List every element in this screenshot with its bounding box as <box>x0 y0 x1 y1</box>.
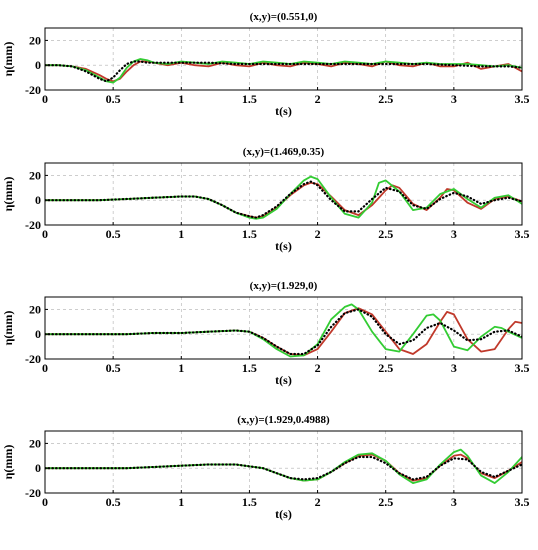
panel-4: (x,y)=(1.929,0.4988)0 0.5 1 1.5 2 2.5 3 3.5200-… <box>1 414 530 521</box>
series-line-3 <box>45 60 522 83</box>
y-axis-label: η(mm) <box>1 445 15 480</box>
x-axis-label: t(s) <box>275 373 292 387</box>
x-axis-label: t(s) <box>275 104 292 118</box>
x-tick-label: 3 <box>451 361 457 375</box>
y-tick-label: -20 <box>25 352 41 366</box>
x-tick-label: 3.5 <box>515 495 530 509</box>
x-tick-label: 1.5 <box>242 92 257 106</box>
y-tick-label: -20 <box>25 218 41 232</box>
y-axis-label: η(mm) <box>1 42 15 77</box>
x-tick-label: 2.5 <box>378 495 393 509</box>
x-tick-label: 2.5 <box>378 92 393 106</box>
x-tick-label: 1 <box>178 92 184 106</box>
y-axis-label: η(mm) <box>1 177 15 212</box>
x-tick-label: 2.5 <box>378 227 393 241</box>
y-tick-label: 0 <box>35 193 41 207</box>
y-tick-label: 0 <box>35 58 41 72</box>
x-tick-label: 1 <box>178 361 184 375</box>
y-tick-label: 20 <box>29 168 41 182</box>
panel-2: (x,y)=(1.469,0.35)0 0.5 1 1.5 2 2.5 3 3.5200-20… <box>1 146 530 253</box>
series-line-3 <box>45 180 522 219</box>
series-line-2 <box>45 58 522 84</box>
y-tick-label: 0 <box>35 327 41 341</box>
x-tick-label: 2 <box>315 92 321 106</box>
y-tick-label: 20 <box>29 33 41 47</box>
series-line-3 <box>45 455 522 481</box>
x-tick-label: 0.5 <box>106 361 121 375</box>
x-tick-label: 3 <box>451 495 457 509</box>
x-tick-label: 0 <box>42 227 48 241</box>
series-line-1 <box>45 307 522 357</box>
x-tick-label: 3.5 <box>515 361 530 375</box>
series-line-2 <box>45 175 522 220</box>
x-axis-label: t(s) <box>275 239 292 253</box>
plot-frame <box>44 27 523 91</box>
x-axis-label: t(s) <box>275 507 292 521</box>
x-tick-label: 3 <box>451 92 457 106</box>
x-tick-label: 0 <box>42 361 48 375</box>
y-tick-label: -20 <box>25 486 41 500</box>
x-tick-label: 2 <box>315 495 321 509</box>
x-tick-label: 2 <box>315 227 321 241</box>
panel-1: (x,y)=(0.551,0)0 0.5 1 1.5 2 2.5 3 3.5200-20t(s… <box>1 11 530 118</box>
y-tick-label: 20 <box>29 436 41 450</box>
plot-frame <box>44 296 523 360</box>
x-tick-label: 3.5 <box>515 227 530 241</box>
x-tick-label: 1.5 <box>242 495 257 509</box>
series-line-2 <box>45 448 522 485</box>
x-tick-label: 3.5 <box>515 92 530 106</box>
x-tick-label: 0 <box>42 495 48 509</box>
x-tick-label: 0.5 <box>106 227 121 241</box>
x-tick-label: 0 <box>42 92 48 106</box>
panel-title: (x,y)=(0.551,0) <box>250 11 318 23</box>
y-axis-label: η(mm) <box>1 311 15 346</box>
y-tick-label: -20 <box>25 83 41 97</box>
panel-title: (x,y)=(1.929,0) <box>250 280 318 292</box>
x-tick-label: 0.5 <box>106 92 121 106</box>
x-tick-label: 1 <box>178 227 184 241</box>
y-tick-label: 0 <box>35 461 41 475</box>
panel-3: (x,y)=(1.929,0)0 0.5 1 1.5 2 2.5 3 3.5200-20t(s… <box>1 280 530 387</box>
panel-title: (x,y)=(1.469,0.35) <box>243 146 325 158</box>
plot-frame <box>44 430 523 494</box>
x-tick-label: 3 <box>451 227 457 241</box>
series-line-3 <box>45 308 522 356</box>
panel-title: (x,y)=(1.929,0.4988) <box>237 414 330 426</box>
x-tick-label: 0.5 <box>106 495 121 509</box>
plot-frame <box>44 162 523 226</box>
x-tick-label: 1 <box>178 495 184 509</box>
x-tick-label: 2.5 <box>378 361 393 375</box>
x-tick-label: 2 <box>315 361 321 375</box>
x-tick-label: 1.5 <box>242 227 257 241</box>
y-tick-label: 20 <box>29 302 41 316</box>
x-tick-label: 1.5 <box>242 361 257 375</box>
